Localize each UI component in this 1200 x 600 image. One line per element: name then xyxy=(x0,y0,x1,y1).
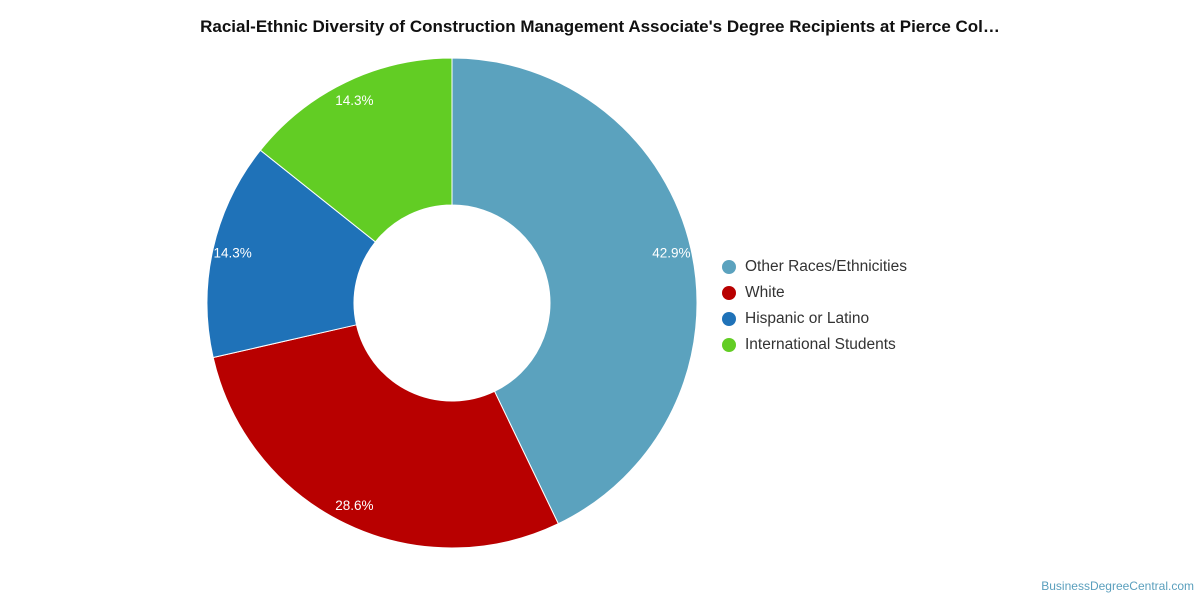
slice-international-students xyxy=(259,57,453,243)
legend-swatch xyxy=(722,312,736,326)
legend-item-other-races-ethnicities[interactable]: Other Races/Ethnicities xyxy=(720,254,907,280)
legend-label: Hispanic or Latino xyxy=(745,310,870,327)
legend-item-white[interactable]: White xyxy=(720,280,907,306)
legend-label: White xyxy=(745,284,785,301)
slice-label: 42.9% xyxy=(652,245,690,260)
legend-swatch xyxy=(722,260,736,274)
slice-other-races-ethnicities xyxy=(451,57,698,525)
legend-item-international-students[interactable]: International Students xyxy=(720,332,907,358)
slice-labels-group: 42.9% 28.6% 14.3% 14.3% xyxy=(214,93,691,513)
slice-label: 28.6% xyxy=(335,498,373,513)
slice-white xyxy=(212,324,559,549)
slice-hispanic-or-latino xyxy=(206,149,377,359)
legend-item-hispanic-or-latino[interactable]: Hispanic or Latino xyxy=(720,306,907,332)
legend-swatch xyxy=(722,286,736,300)
watermark: BusinessDegreeCentral.com xyxy=(1041,579,1194,593)
legend-label: Other Races/Ethnicities xyxy=(745,258,907,275)
slice-label: 14.3% xyxy=(335,93,373,108)
chart-title: Racial-Ethnic Diversity of Construction … xyxy=(200,17,1000,36)
legend: Other Races/Ethnicities White Hispanic or … xyxy=(720,254,907,358)
legend-swatch xyxy=(722,338,736,352)
legend-label: International Students xyxy=(745,336,896,353)
slices-group xyxy=(206,57,698,549)
slice-label: 14.3% xyxy=(214,245,252,260)
